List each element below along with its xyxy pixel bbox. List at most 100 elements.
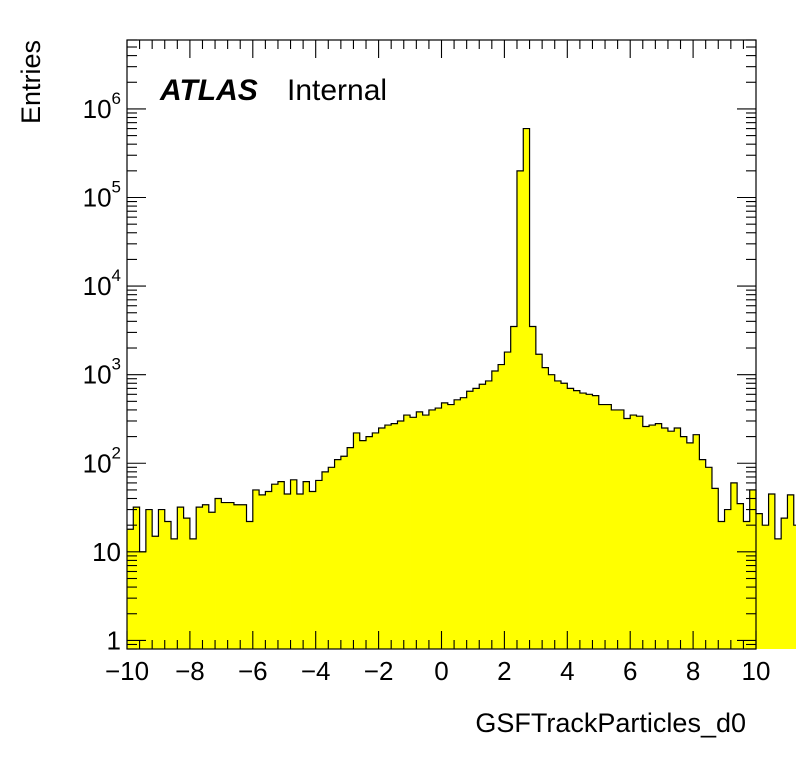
histogram-bar xyxy=(535,354,543,649)
x-tick-label: 6 xyxy=(623,656,637,686)
histogram-bar xyxy=(617,409,625,649)
histogram-bar xyxy=(479,384,486,649)
y-tick-label: 10 xyxy=(92,537,121,567)
histogram-bar xyxy=(441,402,449,649)
y-tick-label: 1 xyxy=(107,625,121,655)
histogram-bar xyxy=(284,493,291,649)
axis-ticks xyxy=(126,39,757,650)
histogram-bar xyxy=(491,371,499,649)
histogram-bar xyxy=(246,521,254,649)
y-axis-title: Entries xyxy=(16,40,46,124)
x-tick-label: −2 xyxy=(364,656,394,686)
histogram-bar xyxy=(353,432,361,649)
histogram-bars xyxy=(127,127,796,649)
histogram-bar xyxy=(366,436,373,649)
histogram-bar xyxy=(787,494,795,649)
histogram-bar xyxy=(435,408,442,649)
histogram-bar xyxy=(265,491,273,649)
x-tick-label: −8 xyxy=(175,656,205,686)
histogram-bar xyxy=(630,415,637,649)
y-tick-label: 105 xyxy=(83,178,121,213)
histogram-bar xyxy=(793,525,796,649)
histogram-bar xyxy=(303,481,310,649)
histogram-bar xyxy=(145,509,153,649)
histogram-bar xyxy=(548,374,556,649)
x-tick-label: 4 xyxy=(560,656,574,686)
histogram-bar xyxy=(359,440,367,649)
histogram-bar xyxy=(127,529,134,649)
histogram-bar xyxy=(686,442,694,649)
histogram-bar xyxy=(328,467,335,649)
x-tick-label: 0 xyxy=(434,656,448,686)
histogram-bar xyxy=(674,428,681,649)
histogram-bar xyxy=(416,411,424,649)
y-tick-label: 103 xyxy=(83,355,121,390)
histogram-bar xyxy=(158,509,166,649)
histogram-bar xyxy=(428,409,436,649)
histogram-bar xyxy=(252,489,260,649)
histogram-bar xyxy=(510,326,518,649)
histogram-bar xyxy=(523,128,530,649)
histogram-bar xyxy=(756,513,763,649)
histogram-bar xyxy=(598,404,606,649)
histogram-bar xyxy=(271,484,279,649)
histogram-bar xyxy=(743,521,751,649)
histogram-bar xyxy=(605,404,612,649)
histogram-bar xyxy=(472,388,480,649)
histogram-bar xyxy=(277,481,285,649)
histogram-bar xyxy=(573,390,581,649)
histogram-bar xyxy=(586,394,593,649)
histogram-bar xyxy=(705,467,713,649)
histogram-bar xyxy=(152,536,159,649)
histogram-bar xyxy=(384,425,392,649)
histogram-bar xyxy=(749,489,757,649)
histogram-bar xyxy=(391,423,398,649)
histogram-bar xyxy=(529,326,537,649)
x-tick-labels: −10 −8 −6 −4 −2 0 2 4 6 8 10 xyxy=(105,656,771,686)
histogram-bar xyxy=(693,434,700,649)
x-tick-label: −4 xyxy=(301,656,331,686)
histogram-bar xyxy=(460,397,468,649)
histogram-bar xyxy=(215,498,222,649)
histogram-bar xyxy=(711,488,719,649)
histogram-bar xyxy=(561,383,568,649)
histogram-bar xyxy=(378,428,386,649)
histogram-bar xyxy=(718,521,725,649)
histogram-bar xyxy=(403,415,411,649)
histogram-bar xyxy=(680,436,688,649)
histogram-bar xyxy=(227,502,235,649)
histogram-bar xyxy=(636,416,644,649)
histogram-bar xyxy=(397,420,405,649)
histogram-bar xyxy=(592,395,600,649)
histogram-bar xyxy=(504,352,512,649)
histogram-bar xyxy=(699,459,707,649)
x-tick-label: −6 xyxy=(238,656,268,686)
histogram-bar xyxy=(296,493,304,649)
histogram-bar xyxy=(655,423,663,649)
histogram-bar xyxy=(171,538,178,649)
y-tick-label: 106 xyxy=(83,89,121,124)
histogram-bar xyxy=(579,393,587,649)
histogram-bar xyxy=(240,504,247,649)
internal-label: Internal xyxy=(287,74,387,107)
histogram-bar xyxy=(737,503,744,649)
histogram-bar xyxy=(762,525,769,649)
histogram-bar xyxy=(208,512,216,649)
histogram-bar xyxy=(447,404,455,649)
histogram-bar xyxy=(340,456,348,649)
histogram-bar xyxy=(661,428,669,649)
histogram-bar xyxy=(642,426,650,649)
histogram-bar xyxy=(221,502,229,649)
y-tick-label: 104 xyxy=(83,266,121,301)
histogram-bar xyxy=(485,380,493,649)
histogram-bar xyxy=(315,480,323,649)
histogram-bar xyxy=(774,538,782,649)
histogram-bar xyxy=(516,170,524,649)
histogram-bar xyxy=(422,415,430,649)
histogram-bar xyxy=(611,409,619,649)
histogram-bar xyxy=(259,494,266,649)
x-tick-label: 8 xyxy=(686,656,700,686)
x-tick-label: −10 xyxy=(105,656,149,686)
histogram-bar xyxy=(454,399,461,649)
histogram-bar xyxy=(164,521,172,649)
